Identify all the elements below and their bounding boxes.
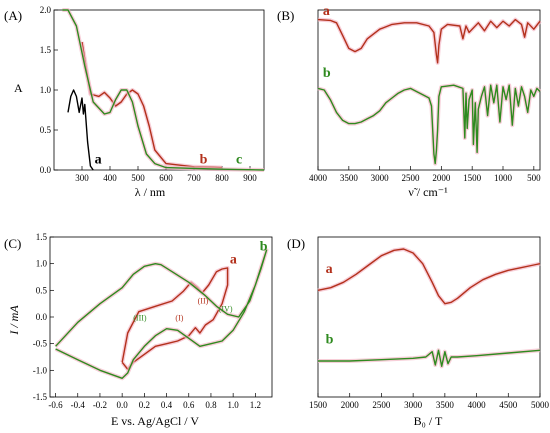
y-tick-label-c: -1.0: [33, 365, 48, 375]
x-tick-label-a: 700: [187, 173, 201, 183]
x-tick-label-c: -0.2: [93, 400, 107, 410]
series-label-d-a: a: [326, 262, 333, 277]
x-tick-label-d: 3000: [404, 400, 423, 410]
ylabel-a: A: [14, 81, 23, 95]
series-shade-a-b: [80, 41, 223, 170]
x-tick-label-d: 4000: [468, 400, 487, 410]
y-tick-label-c: 0.0: [36, 312, 48, 322]
x-tick-label-d: 5000: [531, 400, 550, 410]
x-tick-label-c: 1.2: [250, 400, 261, 410]
panel-a: (A) A λ / nm 300 400 500 600 700 800 900 0.0 0.5…: [4, 5, 265, 199]
panel-d: (D) B₀ / T 1500 2000 2500 3000 3500 4000 4500 5…: [287, 236, 550, 428]
x-tick-label-b: 1000: [494, 173, 513, 183]
axes-frame-a: [53, 9, 265, 171]
x-tick-label-c: 0.2: [139, 400, 150, 410]
panel-label-b: (B): [277, 8, 294, 23]
series-line-a-a: [67, 89, 94, 171]
x-tick-label-a: 800: [215, 173, 229, 183]
series-label-b-b: b: [323, 66, 331, 81]
ylabel-c: I / mA: [7, 305, 21, 336]
series-line-c-a: [121, 267, 229, 370]
y-tick-label-c: 1.0: [36, 259, 48, 269]
xlabel-c: E vs. Ag/AgCl / V: [111, 414, 199, 428]
x-tick-label-c: -0.6: [48, 400, 63, 410]
x-tick-label-b: 2000: [432, 173, 451, 183]
series-label-c-a: a: [230, 253, 237, 268]
x-tick-label-a: 600: [159, 173, 173, 183]
x-tick-label-a: 900: [243, 173, 257, 183]
annotation-c: (IV): [219, 305, 233, 314]
x-tick-label-c: 1.0: [228, 400, 240, 410]
x-tick-label-a: 400: [103, 173, 117, 183]
xlabel-a: λ / nm: [135, 185, 166, 199]
axes-frame-d: [317, 236, 541, 398]
series-shade-a-c: [62, 8, 265, 172]
xlabel-b: ν̃ / cm⁻¹: [408, 185, 448, 199]
x-tick-label-d: 1500: [309, 400, 328, 410]
annotation-c: (II): [198, 297, 209, 306]
x-tick-label-d: 2500: [372, 400, 391, 410]
y-tick-label-c: -0.5: [33, 339, 48, 349]
x-tick-label-d: 4500: [499, 400, 518, 410]
series-line-d-a: [317, 248, 541, 305]
series-line-d-b: [318, 349, 541, 367]
y-tick-label-c: 1.5: [36, 232, 48, 242]
panel-label-c: (C): [4, 236, 21, 251]
x-tick-label-d: 3500: [436, 400, 455, 410]
y-tick-label-a: 1.5: [40, 45, 52, 55]
panel-label-d: (D): [287, 236, 305, 251]
y-tick-label-c: -1.5: [33, 392, 48, 402]
x-tick-label-b: 1500: [463, 173, 482, 183]
panel-label-a: (A): [4, 8, 22, 23]
x-tick-label-b: 2500: [402, 173, 421, 183]
series-label-a-a: a: [95, 153, 102, 168]
series-line-c-b: [55, 249, 268, 379]
x-tick-label-b: 3000: [371, 173, 390, 183]
xlabel-d: B₀ / T: [414, 414, 443, 428]
series-line-b-b: [317, 84, 541, 165]
series-line-a-c: [62, 9, 265, 171]
y-tick-label-a: 0.0: [40, 165, 52, 175]
series-label-a-b: b: [200, 153, 208, 168]
series-label-a-c: c: [236, 153, 242, 168]
y-tick-label-a: 0.5: [40, 125, 52, 135]
x-tick-label-b: 4000: [309, 173, 328, 183]
series-label-b-a: a: [323, 4, 330, 19]
x-tick-label-b: 500: [527, 173, 541, 183]
series-line-b-a: [317, 18, 541, 64]
x-tick-label-c: -0.4: [71, 400, 86, 410]
y-tick-label-c: 0.5: [36, 285, 48, 295]
x-tick-label-c: 0.0: [117, 400, 129, 410]
annotation-c: (III): [133, 314, 147, 323]
x-tick-label-a: 300: [75, 173, 89, 183]
x-tick-label-d: 2000: [341, 400, 360, 410]
panel-c: (C) I / mA E vs. Ag/AgCl / V -0.6 -0.4 -0.…: [4, 232, 273, 428]
x-tick-label-c: 0.8: [205, 400, 217, 410]
panel-b: (B) ν̃ / cm⁻¹ 4000 3500 3000 2500 2000 1500 10…: [277, 4, 542, 199]
x-tick-label-a: 500: [131, 173, 145, 183]
y-tick-label-a: 1.0: [40, 85, 52, 95]
x-tick-label-c: 0.4: [161, 400, 173, 410]
annotation-c: (I): [175, 314, 183, 323]
x-tick-label-b: 3500: [340, 173, 359, 183]
series-line-a-b: [81, 41, 223, 169]
y-tick-label-a: 2.0: [40, 5, 52, 15]
series-label-d-b: b: [326, 333, 334, 348]
x-tick-label-c: 0.6: [183, 400, 195, 410]
series-label-c-b: b: [260, 239, 268, 254]
